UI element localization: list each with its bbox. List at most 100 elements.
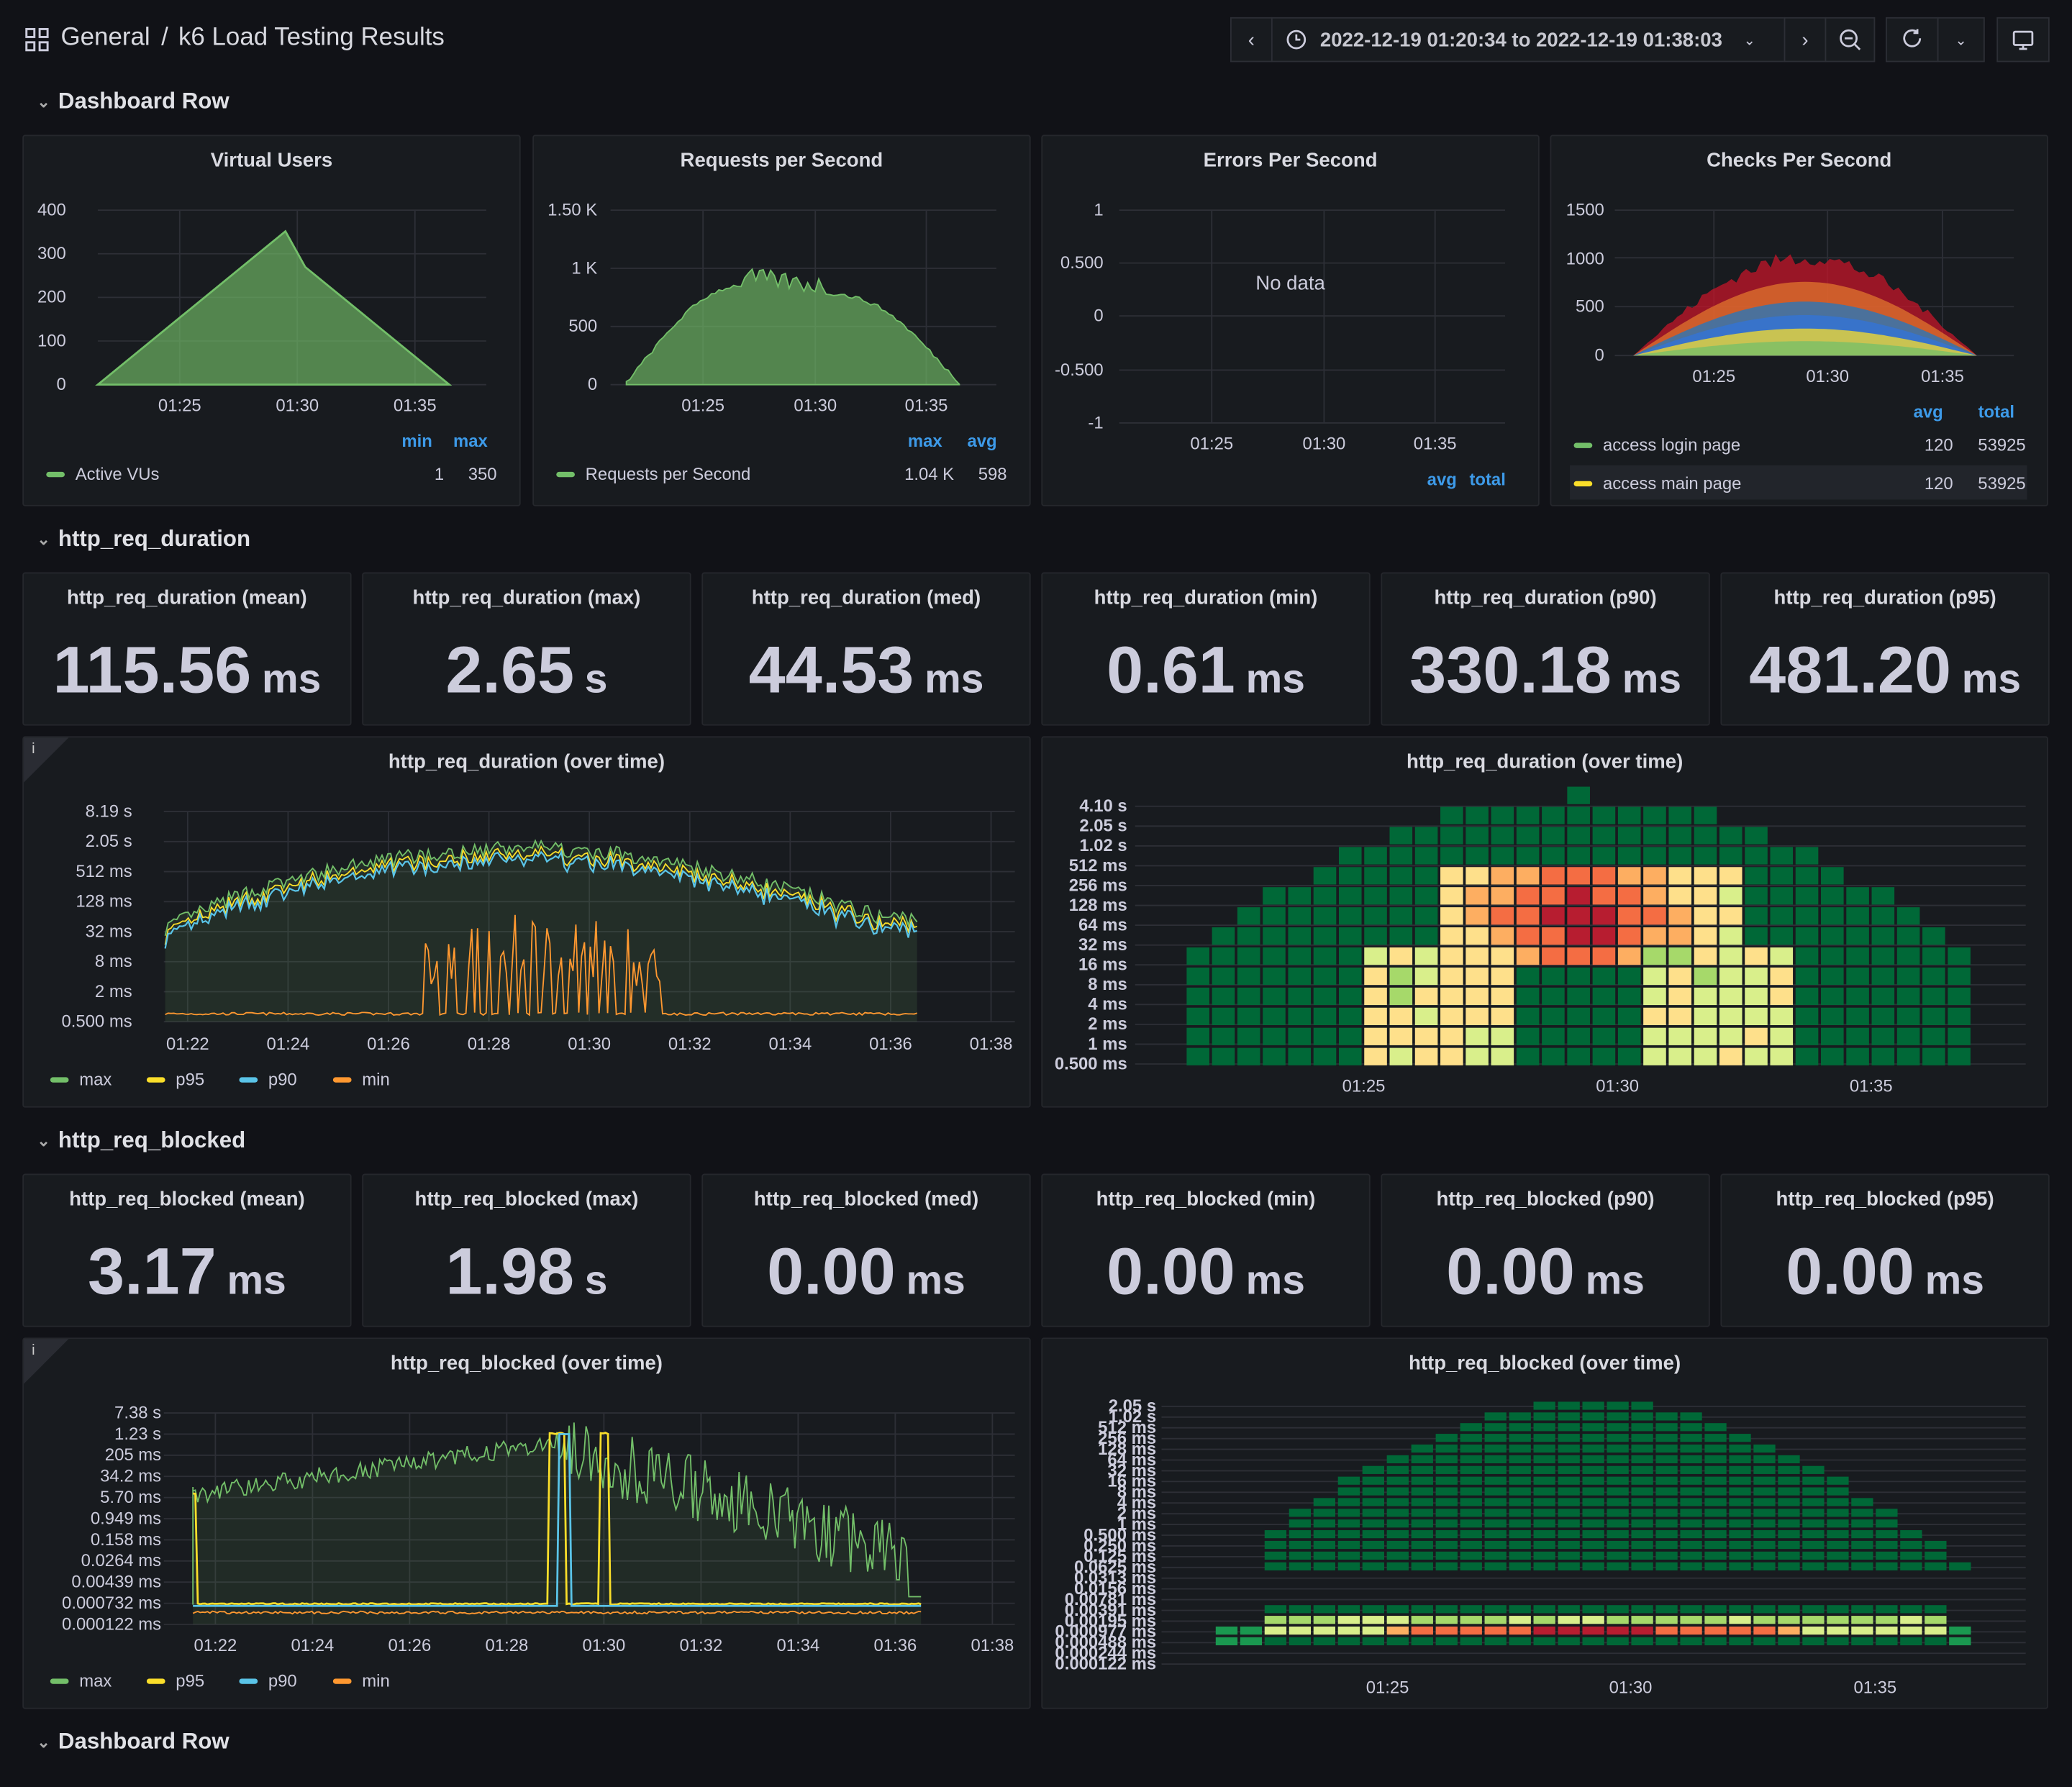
heatmap-cell (1655, 1455, 1678, 1464)
heatmap-cell (1509, 1519, 1531, 1528)
refresh-button[interactable] (1886, 17, 1939, 63)
heatmap-cell (1655, 1530, 1678, 1539)
refresh-interval-button[interactable]: ⌄ (1937, 17, 1985, 63)
x-tick: 01:30 (1609, 1678, 1653, 1698)
legend-item[interactable]: p95 (146, 1069, 204, 1089)
heatmap-cell (1592, 927, 1616, 945)
heatmap-cell (1484, 1551, 1507, 1560)
panel-title: http_req_duration (over time) (388, 750, 665, 773)
heatmap-cell (1509, 1498, 1531, 1506)
heatmap-cell (1558, 1434, 1580, 1442)
info-corner[interactable]: i (24, 737, 69, 783)
heatmap-cell (1694, 967, 1717, 986)
heatmap-cell (1948, 947, 1971, 965)
time-range-picker[interactable]: 2022-12-19 01:20:34 to 2022-12-19 01:38:… (1271, 17, 1786, 63)
y-tick: 0 (1595, 346, 1604, 365)
legend-item[interactable]: p90 (239, 1670, 297, 1691)
heatmap-cell (1631, 1423, 1653, 1432)
heatmap-cell (1821, 987, 1844, 1006)
heatmap-cell (1414, 947, 1438, 965)
heatmap-cell (1631, 1444, 1653, 1453)
y-tick: 32 ms (86, 922, 132, 941)
y-tick: 0.500 (1060, 253, 1104, 273)
legend-item[interactable]: p95 (146, 1670, 204, 1691)
legend-item[interactable]: p90 (239, 1069, 297, 1089)
heatmap-cell (1821, 1007, 1844, 1025)
tv-mode-button[interactable] (1996, 17, 2050, 63)
heatmap-cell (1778, 1530, 1800, 1539)
row-header-dashboard-row[interactable]: ⌄ Dashboard Row (37, 88, 229, 115)
row-header-dashboard-row-2[interactable]: ⌄ Dashboard Row (37, 1729, 229, 1755)
y-tick: 8 ms (1117, 1483, 1156, 1502)
row-header-http-req-blocked[interactable]: ⌄ http_req_blocked (37, 1127, 245, 1154)
grid-icon[interactable] (25, 27, 49, 52)
heatmap-cell (1655, 1465, 1678, 1474)
time-forward-button[interactable]: › (1784, 17, 1827, 63)
heatmap-cell (1440, 887, 1463, 905)
legend-item-requests[interactable]: Requests per Second (556, 464, 750, 483)
heatmap-cell (1704, 1540, 1727, 1550)
heatmap-cell (1770, 1047, 1794, 1065)
heatmap-cell (1753, 1498, 1776, 1506)
heatmap-cell (1491, 867, 1514, 885)
heatmap-cell (1313, 1530, 1336, 1539)
stat-unit: ms (227, 1257, 286, 1304)
heatmap-cell (1851, 1530, 1873, 1539)
heatmap-cell (1491, 947, 1514, 965)
legend-header-avg[interactable]: avg (967, 430, 997, 451)
heatmap-cell (1617, 947, 1641, 965)
heatmap-cell (1607, 1616, 1629, 1624)
heatmap-cell (1509, 1465, 1531, 1474)
heatmap-cell (1567, 987, 1590, 1006)
legend-item-access-main-page[interactable]: access main page (1573, 473, 1741, 493)
x-tick: 01:35 (1414, 435, 1457, 454)
heatmap-cell (1389, 927, 1413, 945)
info-corner[interactable]: i (24, 1339, 69, 1384)
legend-item[interactable]: min (332, 1069, 390, 1089)
heatmap-cell (1460, 1637, 1482, 1646)
legend-item-active-vus[interactable]: Active VUs (46, 464, 159, 483)
x-tick: 01:26 (367, 1035, 410, 1054)
row-header-http-req-duration[interactable]: ⌄ http_req_duration (37, 526, 250, 553)
heatmap-cell (1851, 1562, 1873, 1570)
heatmap-cell (1795, 1047, 1819, 1065)
legend-header-avg[interactable]: avg (1913, 401, 1943, 422)
heatmap-cell (1795, 947, 1819, 965)
legend-item[interactable]: max (50, 1069, 112, 1089)
heatmap-cell (1466, 927, 1489, 945)
heatmap-cell (1745, 987, 1768, 1006)
heatmap-cell (1753, 1455, 1776, 1464)
heatmap-cell (1484, 1423, 1507, 1432)
heatmap-cell (1362, 1540, 1384, 1550)
legend-header-max[interactable]: max (453, 430, 488, 451)
legend-header-avg[interactable]: avg (1427, 469, 1457, 489)
legend-item[interactable]: max (50, 1670, 112, 1691)
heatmap-cell (1389, 827, 1413, 845)
heatmap-cell (1263, 1007, 1286, 1025)
heatmap-cell (1795, 1027, 1819, 1045)
heatmap-cell (1338, 967, 1362, 986)
legend-item-access-login-page[interactable]: access login page (1573, 435, 1740, 455)
breadcrumb-folder[interactable]: General (60, 24, 150, 52)
heatmap-cell (1770, 887, 1794, 905)
heatmap-cell (1948, 967, 1971, 986)
legend-header-min[interactable]: min (401, 430, 432, 451)
legend-header-max[interactable]: max (907, 430, 942, 451)
time-back-button[interactable]: ‹ (1230, 17, 1273, 63)
legend-header-total[interactable]: total (1978, 401, 2015, 422)
heatmap-cell (1694, 887, 1717, 905)
legend-swatch (332, 1678, 352, 1683)
heatmap-cell (1617, 1007, 1641, 1025)
legend-header-total[interactable]: total (1469, 469, 1506, 489)
legend-item[interactable]: min (332, 1670, 390, 1691)
chevron-down-icon: ⌄ (1955, 32, 1968, 49)
zoom-out-button[interactable] (1825, 17, 1876, 63)
heatmap-cell (1212, 1007, 1235, 1025)
heatmap-cell (1827, 1498, 1849, 1506)
heatmap-cell (1922, 947, 1945, 965)
heatmap-cell (1516, 927, 1540, 945)
heatmap-cell (1289, 1540, 1312, 1550)
heatmap-cell (1558, 1465, 1580, 1474)
heatmap-cell (1542, 967, 1565, 986)
heatmap-cell (1802, 1509, 1825, 1517)
